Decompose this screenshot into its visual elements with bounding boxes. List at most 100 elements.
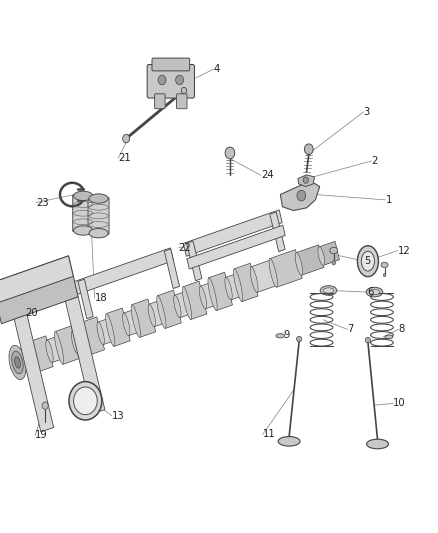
Text: 24: 24 <box>261 171 274 180</box>
FancyBboxPatch shape <box>152 58 190 71</box>
Text: 23: 23 <box>36 198 49 207</box>
Polygon shape <box>175 292 190 318</box>
Ellipse shape <box>361 252 374 271</box>
Text: 5: 5 <box>364 256 371 266</box>
Ellipse shape <box>148 304 155 327</box>
Circle shape <box>332 261 336 265</box>
Ellipse shape <box>365 337 371 343</box>
Text: 22: 22 <box>179 243 191 253</box>
Ellipse shape <box>385 335 393 339</box>
Ellipse shape <box>278 437 300 446</box>
Ellipse shape <box>157 296 166 328</box>
Text: 20: 20 <box>25 309 38 318</box>
Text: 21: 21 <box>118 154 131 163</box>
FancyBboxPatch shape <box>147 64 194 98</box>
Ellipse shape <box>89 194 108 203</box>
Polygon shape <box>251 260 276 293</box>
Circle shape <box>181 87 187 94</box>
Circle shape <box>297 190 306 201</box>
Text: 6: 6 <box>367 287 374 297</box>
Ellipse shape <box>46 340 53 362</box>
Circle shape <box>383 273 386 277</box>
Text: 4: 4 <box>213 64 219 74</box>
Ellipse shape <box>89 229 108 238</box>
Ellipse shape <box>367 439 389 449</box>
Polygon shape <box>200 283 215 309</box>
Polygon shape <box>298 175 314 187</box>
Polygon shape <box>124 310 138 336</box>
FancyBboxPatch shape <box>155 94 165 109</box>
Polygon shape <box>15 345 36 374</box>
Ellipse shape <box>29 342 38 372</box>
Circle shape <box>176 75 184 85</box>
Polygon shape <box>149 301 164 327</box>
Text: 3: 3 <box>364 107 370 117</box>
Ellipse shape <box>9 345 26 379</box>
Polygon shape <box>14 315 54 432</box>
Ellipse shape <box>269 259 278 287</box>
Text: 13: 13 <box>112 411 124 421</box>
Polygon shape <box>106 308 130 346</box>
Circle shape <box>303 177 308 183</box>
Polygon shape <box>0 256 78 324</box>
Ellipse shape <box>80 322 89 356</box>
Text: 18: 18 <box>95 294 107 303</box>
Polygon shape <box>187 241 202 281</box>
Text: 7: 7 <box>347 325 354 334</box>
Ellipse shape <box>131 305 141 337</box>
Ellipse shape <box>69 382 102 420</box>
Circle shape <box>42 402 48 409</box>
Ellipse shape <box>106 313 115 346</box>
FancyBboxPatch shape <box>177 94 187 109</box>
Ellipse shape <box>250 267 258 293</box>
Ellipse shape <box>318 247 325 265</box>
Polygon shape <box>183 210 282 256</box>
Polygon shape <box>30 336 53 372</box>
Ellipse shape <box>366 287 383 297</box>
Polygon shape <box>296 245 324 275</box>
Polygon shape <box>55 326 79 364</box>
Polygon shape <box>183 281 207 319</box>
Ellipse shape <box>97 322 104 345</box>
Ellipse shape <box>182 287 191 319</box>
Polygon shape <box>158 290 181 328</box>
Ellipse shape <box>297 336 302 342</box>
Ellipse shape <box>357 246 378 277</box>
Polygon shape <box>270 212 285 252</box>
Ellipse shape <box>174 295 181 318</box>
Polygon shape <box>187 225 285 269</box>
Polygon shape <box>78 279 93 319</box>
Polygon shape <box>72 328 87 353</box>
Polygon shape <box>319 241 339 265</box>
Ellipse shape <box>74 191 93 200</box>
Ellipse shape <box>295 253 303 275</box>
Ellipse shape <box>123 313 130 336</box>
Ellipse shape <box>276 334 285 338</box>
Text: 11: 11 <box>263 430 276 439</box>
Ellipse shape <box>199 286 207 309</box>
Ellipse shape <box>320 286 337 295</box>
Polygon shape <box>0 256 73 303</box>
Polygon shape <box>164 249 180 288</box>
Ellipse shape <box>208 278 217 311</box>
Polygon shape <box>280 181 320 211</box>
Ellipse shape <box>54 332 64 364</box>
Polygon shape <box>81 317 105 356</box>
Text: 9: 9 <box>284 330 290 340</box>
Ellipse shape <box>225 277 232 300</box>
Circle shape <box>225 147 235 159</box>
Polygon shape <box>47 337 62 362</box>
Text: 8: 8 <box>399 325 405 334</box>
Ellipse shape <box>14 351 21 374</box>
Polygon shape <box>234 263 258 302</box>
FancyBboxPatch shape <box>73 195 94 231</box>
FancyBboxPatch shape <box>88 198 109 235</box>
Ellipse shape <box>330 247 338 254</box>
Ellipse shape <box>233 269 243 302</box>
Polygon shape <box>270 249 302 287</box>
Ellipse shape <box>74 226 93 235</box>
Circle shape <box>123 134 130 143</box>
Ellipse shape <box>12 351 23 374</box>
Text: 19: 19 <box>35 431 48 440</box>
Ellipse shape <box>323 288 334 293</box>
